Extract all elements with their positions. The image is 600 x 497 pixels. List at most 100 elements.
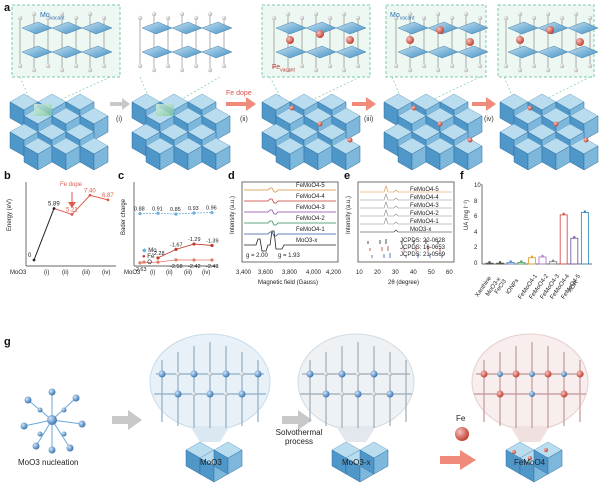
panel-f-chart — [481, 184, 592, 265]
panel-f-bar — [580, 212, 589, 265]
panel-label-c: c — [118, 170, 125, 182]
panel-b-point — [32, 258, 36, 262]
panel-c-value-label: 0.93 — [188, 206, 199, 212]
panel-b-value-label: 5.21 — [66, 207, 78, 213]
panel-f-bar — [527, 257, 536, 265]
panel-c-xtick-4: (iv) — [202, 270, 211, 276]
panel-f-bar — [559, 214, 568, 265]
panel-c-point-o — [210, 258, 214, 262]
panel-d-xtick-2: 3,800 — [282, 270, 298, 276]
panel-d-series-line — [244, 187, 336, 193]
panel-c-value-label: -2.28 — [152, 251, 165, 257]
panel-c-point-fe — [156, 256, 160, 260]
panel-e-xtick-1: 20 — [374, 270, 381, 276]
panel-b-xtick-3: (iii) — [82, 270, 90, 276]
panel-f-point — [520, 260, 523, 263]
panel-e-series-line — [360, 217, 452, 225]
panel-f-bar — [538, 256, 547, 265]
panel-d-series-line — [244, 209, 336, 215]
panel-d-series-line — [244, 231, 336, 237]
panel-f-point — [509, 260, 512, 263]
panel-f-ytick: 10 — [474, 183, 481, 189]
panel-c-value-label: -1.67 — [170, 242, 183, 248]
panel-f-point — [530, 255, 534, 258]
panel-e-ref-label: JCPDS: 22-0628 — [400, 238, 446, 244]
panel-c-value-label: -2.43 — [206, 264, 219, 270]
panel-c-value-label: -2.63 — [134, 267, 147, 273]
panel-g-femoo4-label: FeMoO4 — [514, 458, 546, 467]
panel-d-xtick-3: 4,000 — [306, 270, 322, 276]
panel-d-xlabel: Magnetic field (Gauss) — [258, 280, 319, 286]
panel-c-point-mo — [192, 211, 196, 215]
panel-c-point-o — [138, 261, 142, 265]
panel-f-ytick: 6 — [474, 214, 478, 221]
panel-e-xtick-3: 40 — [410, 270, 417, 276]
panel-e-series-label: FeMoO4-4 — [410, 195, 439, 201]
legend-mo: Mo — [148, 248, 157, 254]
panel-f-bar — [549, 261, 558, 265]
solvothermal-line-1: Solvothermal — [275, 428, 323, 437]
panel-c-value-label: 0.96 — [206, 206, 217, 212]
panel-d-series-line — [244, 230, 336, 252]
panel-f-point — [573, 236, 576, 239]
panel-g-moo3x-label: MoO3-x — [342, 458, 371, 467]
panel-f-bar — [506, 261, 515, 265]
panel-c-point-mo — [210, 210, 214, 215]
panel-c-chart: 0.88 0.91 0.85 0.93 0.96 -2.28 -1.67 -1.29 -1.39… — [133, 182, 219, 273]
legend-o: O — [147, 260, 152, 266]
panel-c-point-o — [156, 260, 160, 264]
panel-f-bar — [570, 237, 579, 265]
panel-f-ytick: 8 — [474, 198, 478, 205]
panel-a-illustration — [0, 4, 599, 170]
panel-d-series-label: FeMoO4-1 — [296, 227, 325, 233]
panel-c-ylabel: Bader charge — [121, 198, 128, 236]
panel-b-xtick-1: (i) — [44, 270, 50, 276]
panel-d-g2: g = 1.93 — [278, 253, 300, 259]
panel-g-moo3-label: MoO3 — [200, 458, 222, 467]
step-label-i: (i) — [116, 116, 123, 123]
panel-c-legend: ◆ Mo ● Fe ■ O — [142, 248, 157, 266]
panel-g-nucleation-label: MoO3 nucleation — [18, 458, 79, 467]
panel-e-ref-label: JCPDS: 16-0653 — [400, 245, 446, 251]
panel-label-g: g — [4, 336, 11, 348]
panel-c-xtick-3: (iii) — [184, 270, 192, 276]
panel-c-line-fe — [157, 243, 213, 259]
panel-label-d: d — [228, 170, 235, 182]
panel-e-xlabel: 2θ (degree) — [388, 280, 420, 286]
panel-g-illustration — [20, 333, 589, 483]
panel-c-value-label: 0.88 — [134, 207, 145, 213]
panel-b-chart: 0 5.89 5.21 7.40 6.87 — [25, 182, 116, 267]
panel-f-point — [498, 261, 502, 264]
panel-f-point — [541, 254, 544, 258]
panel-f-point — [562, 212, 565, 216]
panel-b-xtick-4: (iv) — [102, 270, 111, 276]
panel-f-point — [583, 210, 587, 213]
panel-c-xtick-0: MoO3 — [124, 270, 141, 276]
panel-b-xtick-2: (ii) — [62, 270, 69, 276]
panel-label-e: e — [344, 170, 351, 182]
panel-c-value-label: 0.85 — [170, 207, 181, 213]
panel-label-b: b — [4, 170, 11, 182]
panel-f-point — [551, 259, 555, 262]
panel-e-ref-label: JCPDS: 21-0569 — [400, 252, 446, 258]
panel-c-xtick-1: (i) — [150, 270, 156, 276]
panel-d-series-label: FeMoO4-5 — [296, 183, 325, 189]
panel-d-series-label: MoO3-x — [296, 238, 318, 244]
panel-f-ytick: 0 — [474, 261, 478, 267]
panel-f-point — [488, 261, 491, 264]
panel-c-point-o — [192, 258, 196, 262]
nucleation-cluster — [20, 388, 86, 454]
panel-c-value-label: 0.91 — [152, 206, 163, 212]
panel-c-value-label: -1.39 — [206, 238, 219, 244]
panel-c-point-fe — [192, 242, 196, 246]
panel-b-point — [52, 207, 56, 210]
panel-g-solvothermal-label: Solvothermal process — [272, 428, 326, 446]
panel-e-chart — [357, 181, 455, 263]
panel-c-point-o — [174, 258, 178, 262]
panel-e-series-line — [360, 201, 452, 209]
panel-e-series-label: MoO3-x — [410, 227, 432, 233]
panel-b-fe-dope: Fe dope — [60, 182, 83, 188]
panel-e-series-label: FeMoO4-3 — [410, 203, 439, 209]
panel-d-xtick-1: 3,600 — [258, 270, 274, 276]
mo-vacant-label-1: Movacant — [40, 12, 65, 22]
